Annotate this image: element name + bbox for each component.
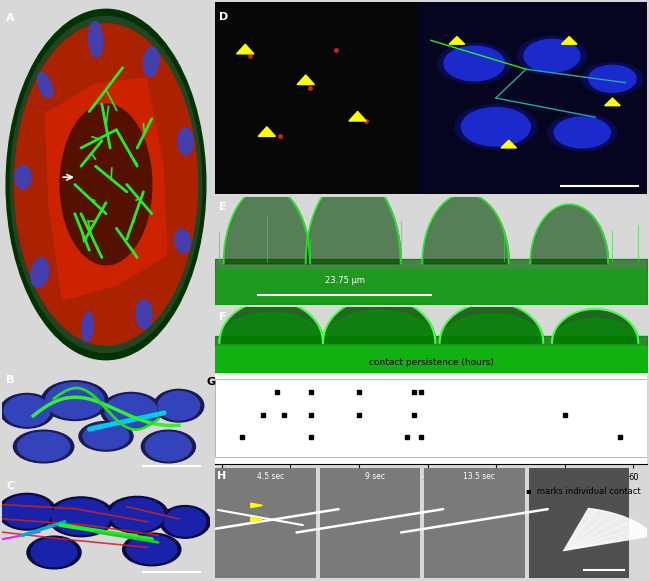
Ellipse shape: [46, 383, 104, 418]
Polygon shape: [604, 98, 620, 106]
Text: F: F: [219, 312, 227, 322]
Ellipse shape: [175, 229, 190, 253]
Text: C: C: [6, 481, 14, 491]
Ellipse shape: [582, 63, 643, 95]
Ellipse shape: [524, 40, 580, 72]
Ellipse shape: [146, 432, 191, 461]
Ellipse shape: [554, 117, 610, 148]
Ellipse shape: [31, 258, 49, 288]
Polygon shape: [251, 518, 263, 522]
Ellipse shape: [18, 432, 70, 461]
Circle shape: [10, 17, 202, 353]
Ellipse shape: [15, 166, 31, 189]
Ellipse shape: [52, 499, 110, 535]
Bar: [418, 2, 647, 194]
Ellipse shape: [47, 497, 114, 537]
Ellipse shape: [42, 381, 108, 421]
Circle shape: [14, 24, 198, 345]
Ellipse shape: [158, 392, 200, 420]
Ellipse shape: [437, 43, 511, 84]
Ellipse shape: [127, 535, 177, 564]
Polygon shape: [501, 140, 517, 148]
Ellipse shape: [14, 430, 73, 463]
Ellipse shape: [154, 389, 203, 422]
Ellipse shape: [123, 533, 181, 566]
Ellipse shape: [2, 496, 52, 528]
Ellipse shape: [462, 107, 530, 146]
Circle shape: [6, 9, 206, 360]
Ellipse shape: [0, 393, 54, 428]
Polygon shape: [46, 78, 166, 300]
Text: E: E: [219, 202, 227, 212]
Bar: [215, 2, 418, 194]
FancyBboxPatch shape: [215, 468, 316, 578]
Text: B: B: [6, 375, 14, 385]
Ellipse shape: [178, 128, 193, 155]
Polygon shape: [564, 508, 650, 551]
Ellipse shape: [4, 396, 50, 426]
Ellipse shape: [455, 105, 537, 149]
Ellipse shape: [141, 430, 196, 463]
Polygon shape: [258, 127, 276, 137]
Ellipse shape: [517, 37, 586, 75]
Text: ▪  marks individual contact: ▪ marks individual contact: [526, 487, 640, 496]
Ellipse shape: [27, 536, 81, 569]
FancyBboxPatch shape: [320, 468, 420, 578]
Ellipse shape: [164, 508, 206, 536]
Circle shape: [60, 104, 151, 265]
Text: 9 sec: 9 sec: [365, 472, 385, 482]
Text: D: D: [219, 12, 229, 21]
Ellipse shape: [136, 300, 152, 329]
Polygon shape: [297, 75, 315, 85]
Ellipse shape: [444, 46, 504, 81]
Ellipse shape: [38, 73, 53, 98]
Ellipse shape: [83, 424, 129, 449]
Polygon shape: [562, 37, 577, 44]
Text: contact persistence (hours): contact persistence (hours): [369, 358, 493, 367]
Ellipse shape: [160, 505, 210, 538]
Ellipse shape: [79, 421, 133, 451]
Ellipse shape: [589, 65, 636, 92]
Polygon shape: [349, 112, 366, 121]
Ellipse shape: [105, 394, 157, 427]
Text: H: H: [217, 471, 226, 481]
Ellipse shape: [143, 47, 159, 76]
Polygon shape: [449, 37, 465, 44]
Ellipse shape: [548, 114, 617, 151]
Text: A: A: [6, 13, 15, 23]
Ellipse shape: [101, 392, 161, 429]
Text: 23.75 μm: 23.75 μm: [324, 276, 365, 285]
Ellipse shape: [0, 493, 56, 530]
Text: G: G: [206, 376, 216, 387]
Polygon shape: [237, 44, 254, 54]
Ellipse shape: [82, 312, 93, 342]
Ellipse shape: [106, 496, 168, 533]
Text: 13.5 sec: 13.5 sec: [463, 472, 495, 482]
Polygon shape: [251, 503, 263, 508]
FancyBboxPatch shape: [528, 468, 629, 578]
Ellipse shape: [31, 538, 77, 567]
Ellipse shape: [88, 21, 103, 58]
Text: 4.5 sec: 4.5 sec: [257, 472, 284, 482]
FancyBboxPatch shape: [424, 468, 525, 578]
Ellipse shape: [110, 498, 164, 531]
